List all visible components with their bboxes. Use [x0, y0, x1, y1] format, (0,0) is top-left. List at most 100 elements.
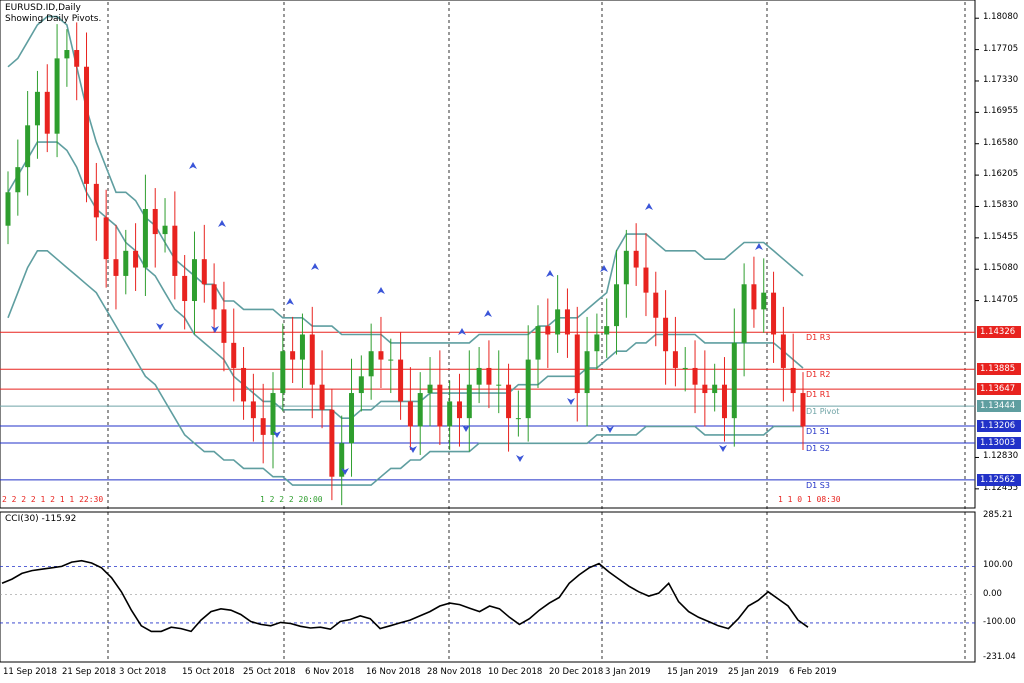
fractal-arrows [156, 162, 763, 475]
candle-body [231, 342, 237, 368]
candle-body [280, 351, 286, 394]
price-axis-label: 1.15455 [983, 231, 1019, 242]
candle-body [692, 367, 698, 385]
candle-body [672, 351, 678, 368]
fractal-up-icon [645, 203, 653, 210]
pivot-label: D1 S3 [806, 480, 830, 490]
price-axis-ticks [975, 17, 979, 490]
cci-axis-label: -100.00 [983, 616, 1016, 627]
candle-body [349, 393, 355, 444]
lower-band [7, 250, 803, 486]
pivot-tag: 1.12562 [977, 473, 1021, 486]
candle-body [790, 367, 796, 394]
candle-body [407, 401, 413, 427]
candle-body [614, 284, 620, 327]
fractal-down-icon [273, 431, 281, 438]
candle-body [152, 208, 158, 235]
pivot-label: D1 S2 [806, 443, 830, 453]
middle-band [7, 141, 804, 420]
candle-body [123, 250, 129, 276]
candle-body [663, 317, 669, 352]
price-axis-label: 1.12455 [983, 482, 1019, 493]
candle-body [721, 384, 727, 419]
candle-body [358, 376, 364, 394]
candle-body [653, 292, 659, 318]
date-label: 10 Dec 2018 [488, 667, 543, 677]
period-marker-1: 2 2 2 2 1 2 1 1 22:30 [2, 494, 104, 505]
fractal-up-icon [546, 270, 554, 277]
cci-axis-label: 0.00 [983, 588, 1002, 599]
price-axis-label: 1.16205 [983, 169, 1019, 180]
date-label: 28 Nov 2018 [427, 667, 482, 677]
pivot-label: D1 S1 [806, 427, 830, 436]
fractal-up-icon [755, 243, 763, 250]
pivot-tag: 1.13647 [977, 383, 1021, 396]
candle-body [388, 359, 394, 361]
candle-body [731, 342, 737, 419]
candle-body [437, 384, 443, 427]
fractal-down-icon [606, 426, 614, 433]
candle-body [427, 384, 433, 394]
candle-body [201, 259, 207, 285]
candle-body [54, 58, 60, 134]
candle-body [172, 225, 178, 276]
price-axis-label: 1.16580 [983, 137, 1019, 148]
vertical-grid [107, 2, 966, 661]
price-axis-label: 1.15830 [983, 200, 1019, 211]
pivot-tag: 1.13885 [977, 363, 1021, 376]
candle-body [712, 384, 718, 394]
candle-body [623, 250, 629, 285]
candle-body [25, 125, 31, 168]
candle-body [142, 208, 148, 268]
candle-body [398, 359, 404, 402]
cci-axis-label: -231.04 [983, 652, 1016, 662]
candle-body [584, 351, 590, 394]
fractal-up-icon [600, 265, 608, 272]
pivot-label: D1 Pivot [806, 407, 840, 417]
candle-body [64, 50, 70, 59]
date-label: 3 Oct 2018 [119, 667, 167, 677]
candle-body [182, 275, 188, 302]
fractal-down-icon [409, 446, 417, 453]
candle-body [241, 367, 247, 402]
pivot-label: D1 R3 [806, 333, 831, 343]
candle-body [525, 359, 531, 419]
price-axis-label: 1.14705 [983, 294, 1019, 305]
price-axis-label: 1.12830 [983, 451, 1019, 462]
upper-band [7, 15, 804, 344]
date-label: 6 Feb 2019 [789, 667, 837, 677]
fractal-up-icon [377, 287, 385, 294]
date-label: 11 Sep 2018 [3, 667, 57, 677]
bollinger-bands [7, 15, 804, 486]
candle-body [162, 225, 168, 235]
cci-axis-label: 285.21 [983, 510, 1013, 520]
pivot-label: D1 R1 [806, 390, 831, 400]
candle-body [800, 393, 806, 427]
fractal-up-icon [311, 263, 319, 270]
price-axis-label: 1.15080 [983, 263, 1019, 274]
candle-body [270, 393, 276, 435]
candle-body [496, 384, 502, 386]
candle-body [93, 183, 99, 218]
candle-body [535, 326, 541, 360]
candle-body [633, 250, 639, 268]
candle-body [594, 334, 600, 352]
price-axis-label: 1.18080 [983, 12, 1019, 23]
candle-body [44, 91, 50, 134]
fractal-up-icon [218, 220, 226, 227]
candle-body [702, 384, 708, 394]
pivot-tag: 1.13003 [977, 436, 1021, 449]
pivot-tag: 1.13444 [977, 400, 1021, 413]
candle-body [564, 309, 570, 335]
candle-body [574, 334, 580, 394]
price-axis-label: 1.16955 [983, 106, 1019, 117]
candle-body [191, 259, 197, 302]
candle-body [260, 418, 266, 435]
candle-body [771, 292, 777, 335]
date-label: 15 Jan 2019 [667, 667, 718, 677]
price-axis-label: 1.17330 [983, 74, 1019, 85]
candle-body [378, 351, 384, 360]
candle-body [329, 409, 335, 477]
candle-body [339, 443, 345, 477]
